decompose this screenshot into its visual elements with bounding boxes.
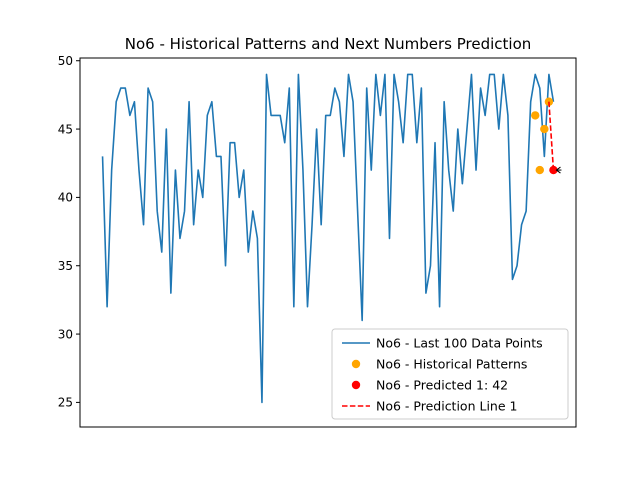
data-point (540, 124, 549, 134)
y-tick-label: 45 (58, 122, 73, 136)
arrow-head (555, 166, 561, 174)
chart-title: No6 - Historical Patterns and Next Numbe… (125, 35, 532, 53)
y-tick-label: 25 (58, 396, 73, 410)
plot-area (101, 73, 562, 404)
prediction-line (548, 101, 555, 171)
series-3 (548, 101, 555, 171)
y-tick-label: 30 (58, 327, 73, 341)
legend-box (331, 328, 569, 420)
axes-frame (79, 57, 577, 428)
legend-entry-label: No6 - Last 100 Data Points (376, 336, 543, 351)
series-0 (101, 73, 555, 404)
y-tick-label: 35 (58, 259, 73, 273)
legend-handle-marker (351, 359, 361, 369)
y-tick-label: 40 (58, 191, 73, 205)
legend-entry-label: No6 - Prediction Line 1 (376, 399, 517, 414)
y-tick-label: 50 (58, 54, 73, 68)
legend: No6 - Last 100 Data Points No6 - Historic… (331, 328, 569, 420)
y-axis: 25 30 35 40 45 50 (58, 54, 80, 410)
series-line (101, 73, 555, 404)
legend-handle-marker (351, 380, 361, 390)
data-point (531, 111, 540, 120)
data-point (535, 165, 544, 175)
prediction-arrow (555, 166, 562, 174)
series-1 (531, 97, 554, 175)
legend-entry-label: No6 - Historical Patterns (376, 357, 527, 372)
legend-entry-label: No6 - Predicted 1: 42 (376, 378, 508, 393)
